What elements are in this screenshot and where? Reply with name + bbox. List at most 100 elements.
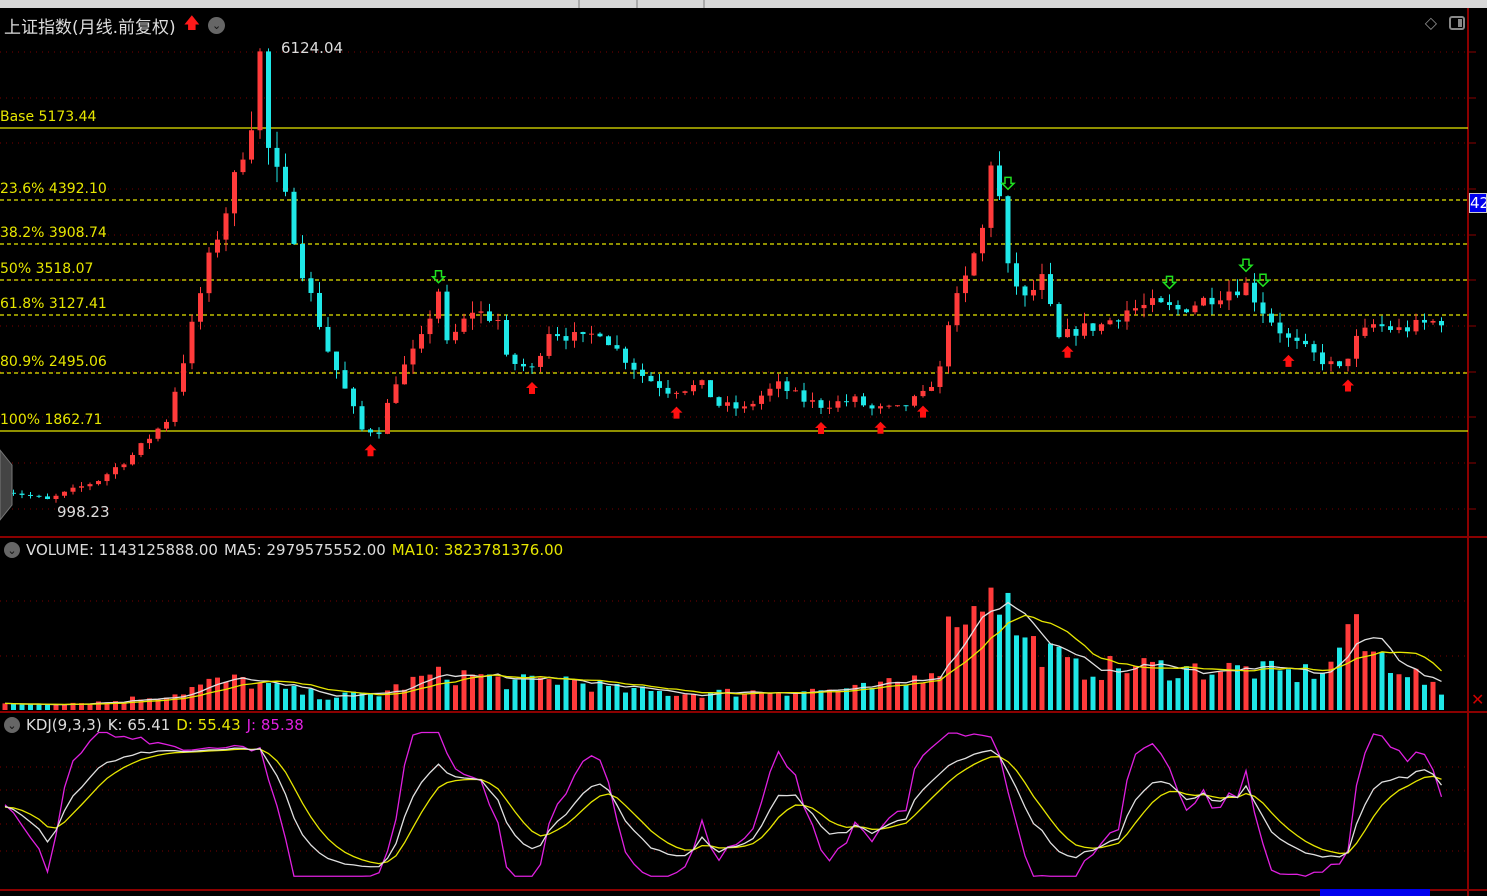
candle-body [733, 402, 739, 409]
candle-body [1175, 304, 1181, 310]
buy-signal-arrow-icon [526, 381, 538, 394]
volume-bar [648, 690, 654, 710]
candle-body [368, 429, 373, 433]
candle-body [1073, 329, 1079, 336]
window-top-strip [0, 0, 1487, 8]
chevron-down-icon[interactable]: ⌄ [4, 542, 20, 558]
volume-ma5-line [4, 601, 1442, 706]
volume-bar [11, 703, 16, 710]
volume-bar [580, 683, 586, 710]
candle-body [674, 392, 679, 394]
volume-bar [419, 675, 424, 710]
candle-body [1201, 297, 1206, 306]
candle-body [512, 354, 518, 364]
volume-bar [920, 682, 926, 710]
kdj-j: J: 85.38 [246, 716, 304, 734]
volume-bar [1107, 656, 1113, 710]
candle-body [546, 334, 552, 356]
volume-bar [1396, 674, 1402, 710]
candle-body [308, 278, 314, 293]
volume-bar [1320, 672, 1325, 710]
buy-signal-arrow-icon [1282, 354, 1295, 367]
close-panel-icon[interactable]: ✕ [1471, 690, 1485, 709]
candle-body [317, 292, 322, 327]
price-axis-current-value: 42 [1469, 193, 1487, 213]
candle-body [563, 336, 569, 341]
volume-bar [317, 699, 322, 710]
candle-body [1107, 320, 1113, 325]
candle-body [665, 387, 671, 394]
candle-body [937, 366, 943, 387]
volume-bar [793, 692, 798, 710]
volume-bar [308, 688, 314, 710]
candle-body [342, 370, 348, 389]
volume-bar [674, 695, 679, 710]
volume-bar [62, 704, 67, 710]
volume-bar [1328, 661, 1334, 710]
candle-body [453, 331, 458, 341]
candle-body [130, 454, 135, 465]
diamond-icon[interactable]: ◇ [1424, 13, 1437, 32]
candle-body [240, 159, 246, 173]
candle-body [62, 491, 67, 496]
volume-bar [750, 690, 756, 710]
kdj-k: K: 65.41 [107, 716, 171, 734]
volume-bar [1167, 680, 1172, 710]
candle-body [759, 395, 764, 404]
candle-body [597, 333, 603, 337]
volume-bar [614, 683, 620, 710]
candle-body [793, 390, 798, 392]
volume-bar [742, 694, 747, 710]
volume-bar [937, 676, 943, 710]
volume-bar [453, 685, 458, 710]
volume-bar [1243, 666, 1249, 710]
candle-body [1039, 274, 1045, 290]
tab-divider [578, 0, 580, 8]
candle-body [1345, 358, 1351, 367]
volume-bar [640, 686, 645, 710]
volume-bar [1158, 660, 1164, 710]
chevron-down-icon[interactable]: ⌄ [4, 717, 20, 733]
volume-bar [461, 670, 467, 710]
volume-bar [45, 704, 50, 710]
volume-bar [946, 616, 951, 710]
candle-body [291, 191, 297, 244]
candle-body [742, 406, 747, 409]
volume-bar [87, 704, 93, 710]
volume-bar [512, 679, 518, 710]
candle-body [206, 252, 212, 294]
volume-bar [810, 688, 815, 710]
candle-body [419, 334, 424, 349]
volume-bar [206, 678, 212, 710]
volume-bar [402, 689, 407, 710]
sell-signal-arrow-icon [1000, 176, 1016, 191]
volume-bar [1124, 673, 1130, 710]
volume-bar [223, 681, 229, 710]
candle-body [215, 239, 220, 253]
candle-body [606, 336, 611, 346]
red-up-arrow-icon[interactable]: 🡅 [183, 13, 201, 32]
kdj-k-line [4, 747, 1443, 868]
candle-body [1311, 344, 1317, 353]
date-axis-cursor-label [1320, 889, 1430, 896]
candle-body [878, 406, 883, 409]
volume-bar [266, 683, 271, 710]
volume-bar [963, 624, 968, 710]
candle-body [1209, 297, 1215, 305]
candle-body [1252, 282, 1257, 303]
candle-body [478, 311, 484, 313]
candle-body [716, 397, 722, 406]
candle-body [1167, 302, 1172, 305]
volume-bar [954, 627, 960, 710]
volume-bar [1150, 661, 1155, 710]
buy-signal-arrow-icon [815, 422, 827, 435]
candle-body [699, 380, 705, 386]
volume-bar [878, 681, 883, 710]
tab-divider [636, 0, 638, 8]
candle-body [96, 481, 101, 485]
panel-toggle-icon[interactable] [1449, 15, 1465, 30]
chevron-down-icon[interactable]: ⌄ [208, 17, 226, 34]
volume-bar [546, 679, 552, 710]
volume-bar [1073, 658, 1079, 710]
